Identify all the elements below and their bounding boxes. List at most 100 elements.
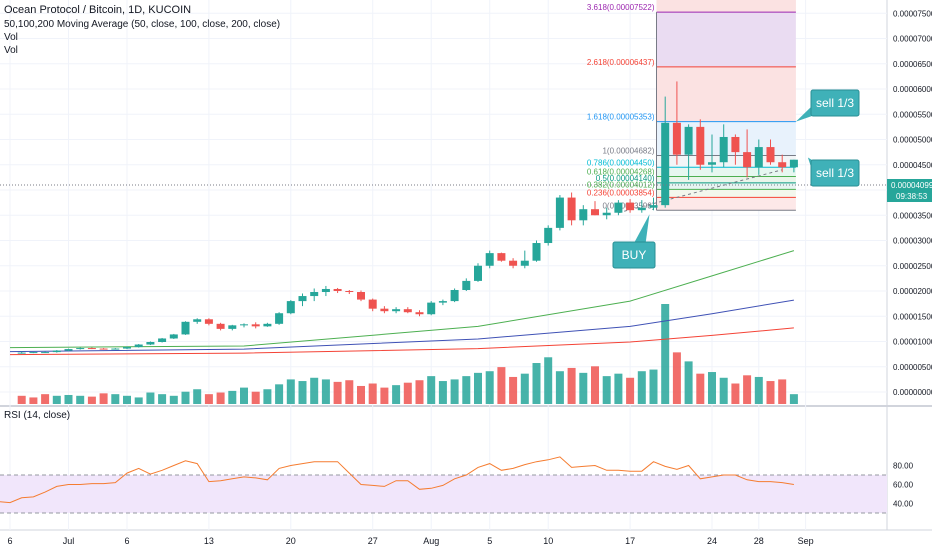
volume-bar [591, 366, 599, 404]
fib-band [656, 189, 796, 198]
volume-legend-1[interactable]: Vol [4, 32, 18, 43]
candle-body [193, 319, 202, 322]
candle-body [240, 324, 248, 326]
candle-body [532, 243, 541, 261]
x-tick-label: 5 [487, 536, 492, 546]
buy-callout-pointer [633, 214, 650, 244]
volume-bar [286, 379, 295, 404]
x-tick-label: 24 [707, 536, 717, 546]
fib-level-label: 1(0.00004682) [602, 147, 654, 156]
candle-body [158, 338, 167, 343]
candle-body [76, 348, 85, 350]
volume-bar [427, 376, 436, 404]
volume-bar [719, 377, 728, 404]
candle-body [520, 260, 529, 266]
candle-body [380, 308, 389, 312]
volume-bar [275, 384, 284, 404]
candle-body [696, 126, 705, 165]
candle-body [731, 136, 740, 153]
price-tick-label: 0.00002000 [893, 287, 932, 296]
candle-body [228, 325, 237, 329]
volume-bar [731, 383, 740, 404]
volume-bar [193, 389, 202, 404]
sell-callout-1-text: sell 1/3 [816, 96, 854, 110]
x-tick-label: Jul [63, 536, 75, 546]
price-tick-label: 0.00007500 [893, 9, 932, 18]
volume-bar [298, 381, 307, 404]
candle-body [485, 253, 494, 266]
price-tick-label: 0.00000000 [893, 388, 932, 397]
price-tick-label: 0.00001000 [893, 338, 932, 347]
candle-body [462, 280, 471, 290]
fib-band [656, 182, 796, 190]
volume-bar [357, 385, 365, 404]
volume-bar [251, 391, 260, 404]
volume-bar [485, 371, 494, 404]
volume-bar [52, 395, 61, 404]
volume-bar [368, 383, 377, 404]
candle-body [29, 352, 38, 354]
candle-body [263, 323, 272, 327]
x-tick-label: 27 [368, 536, 378, 546]
volume-bar [438, 381, 447, 404]
price-tick-label: 0.00000500 [893, 363, 932, 372]
volume-bar [392, 385, 401, 404]
candle-body [123, 347, 131, 349]
candle-body [146, 342, 155, 345]
volume-bar [263, 389, 272, 404]
volume-bar [76, 395, 85, 404]
volume-bar [626, 377, 635, 404]
volume-bar [216, 392, 225, 404]
fib-level-label: 1.618(0.00005353) [587, 113, 655, 122]
x-tick-label: 6 [124, 536, 129, 546]
volume-bar [532, 363, 541, 404]
candle-body [64, 349, 73, 351]
candle-body [275, 313, 284, 324]
x-tick-label: 17 [625, 536, 635, 546]
fib-band [656, 176, 796, 183]
volume-legend-2[interactable]: Vol [4, 45, 18, 56]
candle-body [415, 312, 424, 315]
rsi-title[interactable]: RSI (14, close) [4, 410, 71, 421]
candle-body [579, 209, 588, 221]
volume-bar [520, 373, 529, 404]
candle-body [754, 147, 763, 168]
fib-level-label: 0.5(0.00004140) [596, 174, 655, 183]
fib-band [656, 167, 796, 177]
volume-bar [450, 379, 459, 404]
candle-body [555, 197, 564, 228]
volume-bar [649, 369, 658, 404]
price-tick-label: 0.00003000 [893, 237, 932, 246]
fib-level-label: 3.618(0.00007522) [587, 3, 655, 12]
price-tick-label: 0.00005000 [893, 136, 932, 145]
x-tick-label: Sep [798, 536, 814, 546]
volume-bar [708, 372, 716, 404]
volume-bar [754, 376, 763, 404]
candle-body [403, 309, 412, 313]
rsi-line [0, 456, 794, 504]
volume-bar [123, 395, 131, 404]
sell-callout-1-box [810, 89, 860, 117]
candle-body [181, 321, 190, 335]
price-tick-label: 0.00006500 [893, 60, 932, 69]
rsi-tick-label: 80.00 [893, 462, 914, 471]
price-tick-label: 0.00006000 [893, 85, 932, 94]
volume-bar [602, 376, 611, 404]
moving-average-legend[interactable]: 50,100,200 Moving Average (50, close, 10… [4, 19, 281, 30]
volume-bar [169, 395, 178, 404]
volume-bar [766, 381, 775, 404]
volume-bar [310, 377, 319, 404]
x-tick-label: 28 [754, 536, 764, 546]
candle-body [17, 352, 26, 354]
price-scale [887, 0, 932, 550]
candle-body [134, 344, 143, 348]
x-tick-label: 13 [204, 536, 214, 546]
candle-body [52, 350, 61, 353]
price-tick-label: 0.00004500 [893, 161, 932, 170]
buy-callout-text: BUY [622, 248, 647, 262]
volume-bar [158, 394, 167, 404]
fib-level-label: 2.618(0.00006437) [587, 58, 655, 67]
fib-band [656, 12, 796, 67]
